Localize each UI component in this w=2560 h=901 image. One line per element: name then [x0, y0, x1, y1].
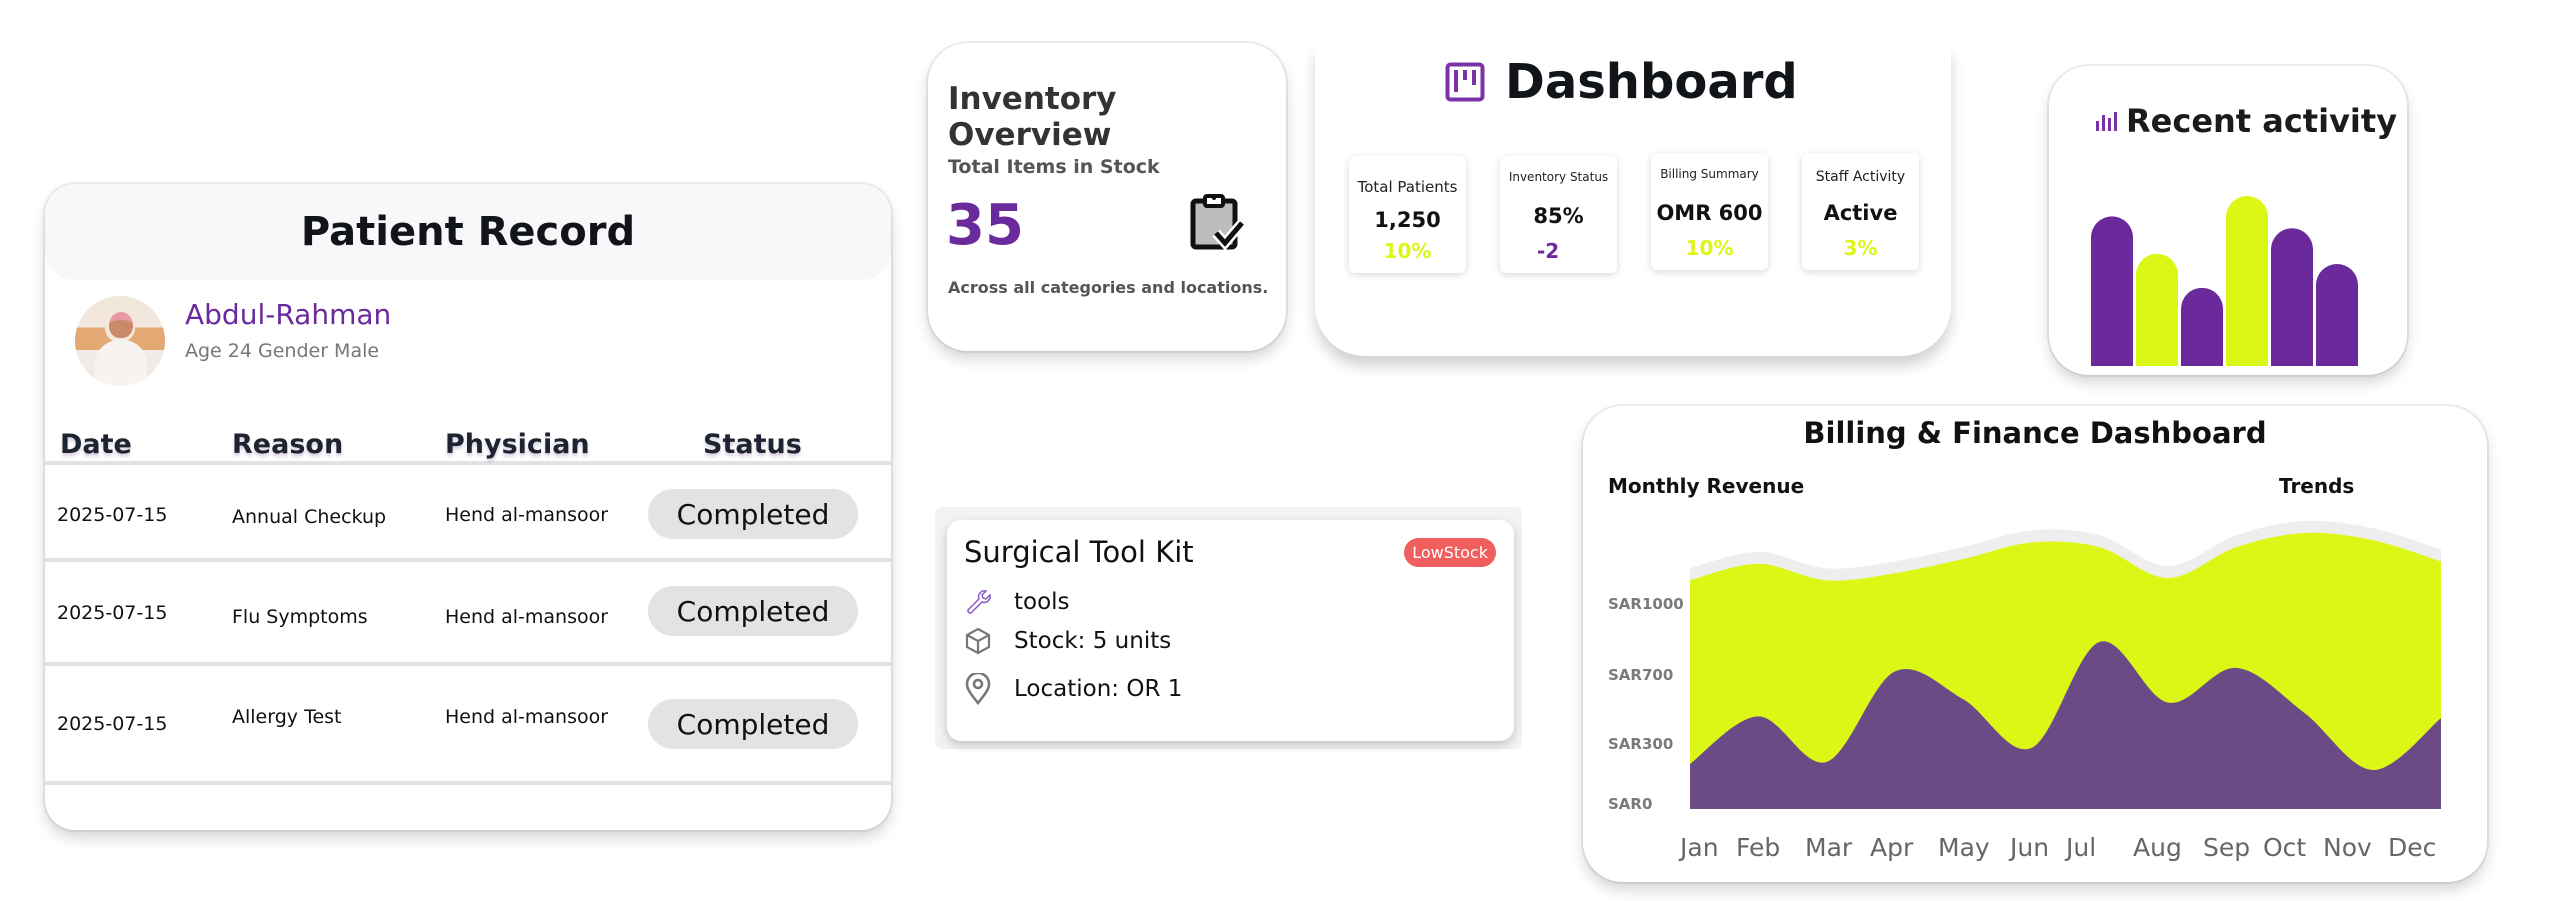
location-pin-icon: [965, 673, 991, 705]
status-badge: Completed: [648, 586, 858, 636]
clipboard-check-icon: [1190, 194, 1244, 251]
x-tick-label: Oct: [2263, 833, 2306, 862]
inventory-subtitle: Total Items in Stock: [948, 156, 1160, 178]
stat-label: Inventory Status: [1508, 170, 1609, 184]
patient-meta: Age 24 Gender Male: [185, 340, 380, 362]
dashboard-title: Dashboard: [1505, 54, 1798, 110]
stat-label: Billing Summary: [1660, 167, 1759, 181]
tool-category-row: tools: [964, 588, 1070, 616]
wrench-icon: [967, 590, 991, 614]
billing-title: Billing & Finance Dashboard: [1803, 416, 2267, 450]
activity-bar: [2271, 228, 2313, 366]
area-series-lower: [1690, 641, 2441, 809]
table-header: Date Reason Physician Status: [45, 429, 891, 465]
low-stock-badge: LowStock: [1404, 538, 1496, 567]
stat-change: 10%: [1685, 236, 1734, 260]
activity-bar: [2181, 287, 2223, 366]
x-tick-label: Aug: [2133, 833, 2182, 862]
inventory-footer: Across all categories and locations.: [948, 278, 1269, 297]
x-tick-label: Dec: [2388, 833, 2436, 862]
activity-bar: [2316, 264, 2358, 366]
table-row[interactable]: 2025-07-15 Flu Symptoms Hend al-mansoor …: [45, 566, 891, 666]
stat-card-billing-summary[interactable]: Billing Summary OMR 600 10%: [1651, 153, 1768, 270]
avatar: [75, 296, 165, 386]
table-row[interactable]: 2025-07-15 Annual Checkup Hend al-mansoo…: [45, 469, 891, 562]
row-reason: Allergy Test: [232, 706, 342, 728]
bar-chart-icon: [2096, 112, 2117, 131]
tool-stock: Stock: 5 units: [1014, 628, 1172, 654]
stat-value: 85%: [1533, 204, 1584, 228]
stat-value: OMR 600: [1656, 201, 1763, 225]
box-icon: [965, 627, 991, 655]
stat-card-staff-activity[interactable]: Staff Activity Active 3%: [1802, 153, 1919, 270]
revenue-area-chart: SAR0 SAR300 SAR700 SAR1000 Jan Feb Mar Apr May Ju…: [1608, 520, 2441, 862]
y-tick-label: SAR1000: [1608, 595, 1684, 613]
recent-activity-title: Recent activity: [2126, 102, 2398, 140]
patient-record-header: Patient Record: [45, 184, 891, 280]
activity-bar: [2226, 196, 2268, 366]
stat-change: -2: [1537, 239, 1560, 263]
column-reason[interactable]: Reason: [232, 429, 344, 460]
x-tick-label: Nov: [2323, 833, 2372, 862]
column-date[interactable]: Date: [60, 429, 132, 460]
patient-name[interactable]: Abdul-Rahman: [185, 298, 392, 331]
stat-label: Total Patients: [1357, 178, 1458, 196]
recent-activity-card: Recent activity: [2049, 66, 2407, 375]
inventory-overview-card: Inventory Overview Total Items in Stock …: [928, 43, 1286, 351]
row-physician: Hend al-mansoor: [445, 606, 609, 628]
stat-label: Staff Activity: [1815, 169, 1906, 185]
y-tick-label: SAR300: [1608, 735, 1673, 753]
table-row[interactable]: 2025-07-15 Allergy Test Hend al-mansoor …: [45, 670, 891, 785]
column-status[interactable]: Status: [703, 429, 802, 460]
tool-category: tools: [1014, 589, 1070, 615]
row-physician: Hend al-mansoor: [445, 706, 609, 728]
stat-card-inventory-status[interactable]: Inventory Status 85% -2: [1500, 156, 1617, 273]
surgical-tool-kit-card[interactable]: Surgical Tool Kit LowStock tools Stock: …: [947, 520, 1514, 741]
dashboard-header: Dashboard: [1445, 54, 1798, 110]
stat-value: Active: [1823, 201, 1898, 225]
y-tick-label: SAR700: [1608, 666, 1673, 684]
y-tick-label: SAR0: [1608, 795, 1652, 813]
inventory-count: 35: [946, 193, 1024, 258]
tool-stock-row: Stock: 5 units: [964, 627, 1171, 655]
dashboard-card: Dashboard Total Patients 1,250 10% Inven…: [1315, 46, 1951, 356]
stat-change: 3%: [1843, 236, 1878, 260]
tool-location: Location: OR 1: [1014, 676, 1183, 702]
stat-value: 1,250: [1374, 208, 1441, 232]
status-badge: Completed: [648, 699, 858, 749]
x-tick-label: Jul: [2064, 833, 2096, 862]
x-tick-label: May: [1938, 833, 1990, 862]
inventory-title: Inventory Overview: [948, 81, 1117, 153]
x-tick-label: Apr: [1870, 833, 1914, 862]
recent-activity-header: Recent activity: [2094, 102, 2397, 140]
billing-finance-card: Billing & Finance Dashboard Monthly Reve…: [1583, 406, 2487, 882]
x-tick-label: Mar: [1805, 833, 1853, 862]
activity-bar: [2091, 216, 2133, 366]
recent-activity-chart: [2091, 196, 2358, 366]
column-physician[interactable]: Physician: [445, 429, 590, 460]
x-tick-label: Jun: [2008, 833, 2049, 862]
tool-title: Surgical Tool Kit: [964, 535, 1194, 569]
row-date: 2025-07-15: [57, 713, 168, 735]
kanban-board-icon: [1445, 62, 1485, 102]
x-tick-label: Jan: [1678, 833, 1719, 862]
patient-record-card: Patient Record Abdul-Rahman Age 24 Gende…: [45, 184, 891, 830]
tool-card-container: Surgical Tool Kit LowStock tools Stock: …: [935, 507, 1522, 749]
stat-change: 10%: [1383, 239, 1432, 263]
row-date: 2025-07-15: [57, 504, 168, 526]
x-tick-label: Feb: [1736, 833, 1780, 862]
activity-bar: [2136, 253, 2178, 366]
row-reason: Annual Checkup: [232, 506, 387, 528]
row-physician: Hend al-mansoor: [445, 504, 609, 526]
trends-label: Trends: [2279, 474, 2355, 498]
status-badge: Completed: [648, 489, 858, 539]
tool-location-row: Location: OR 1: [964, 673, 1182, 705]
row-reason: Flu Symptoms: [232, 606, 368, 628]
x-tick-label: Sep: [2203, 833, 2250, 862]
stat-card-total-patients[interactable]: Total Patients 1,250 10%: [1349, 156, 1466, 273]
row-date: 2025-07-15: [57, 602, 168, 624]
patient-record-title: Patient Record: [300, 209, 636, 255]
monthly-revenue-label: Monthly Revenue: [1608, 474, 1805, 498]
